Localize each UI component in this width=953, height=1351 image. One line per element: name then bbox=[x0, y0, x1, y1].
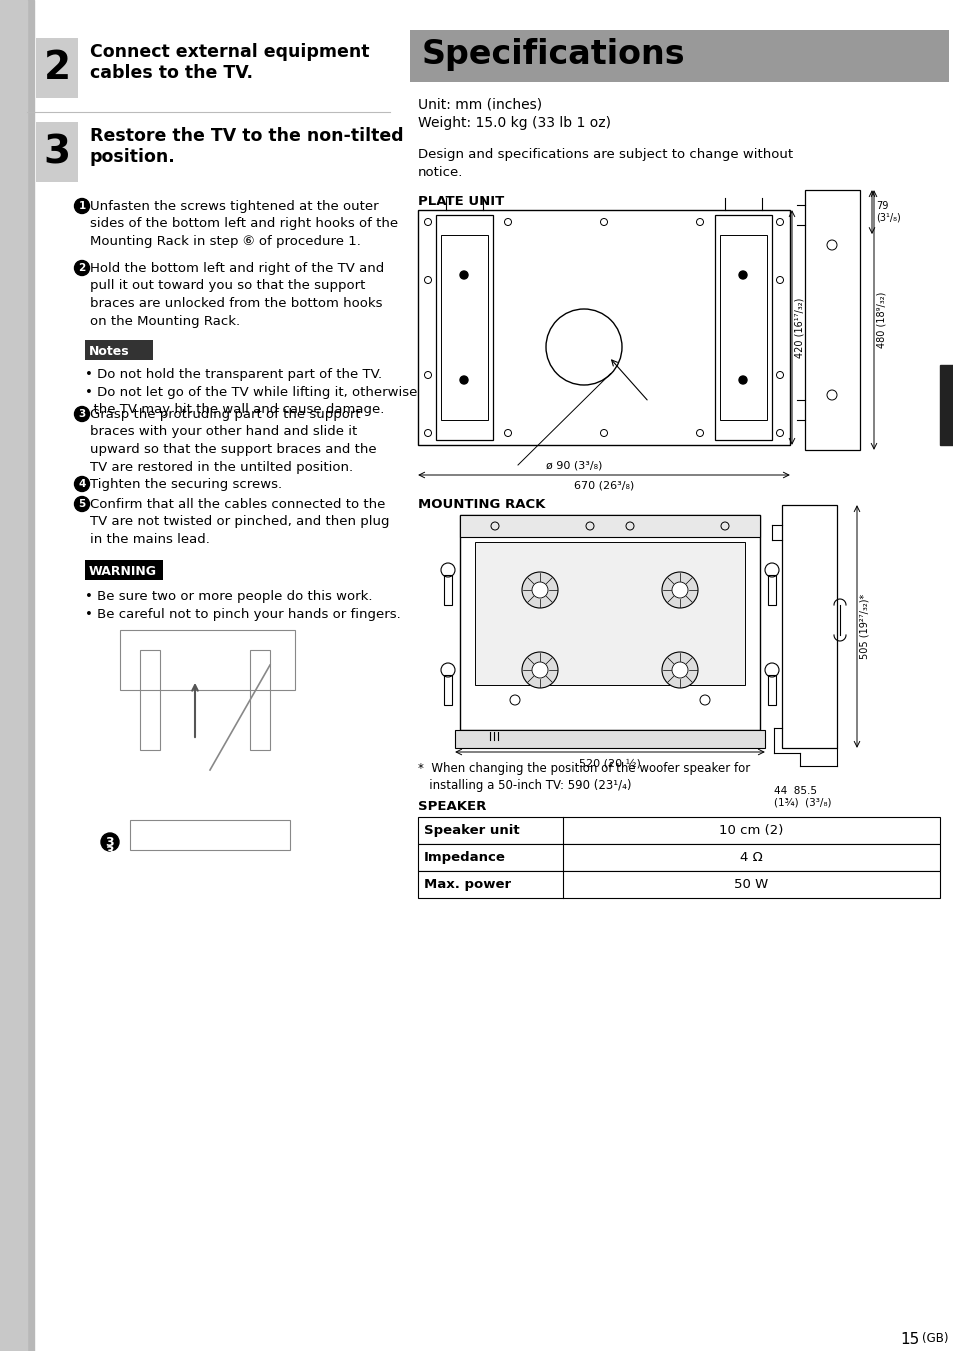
Circle shape bbox=[74, 477, 90, 492]
Bar bbox=[720, 235, 766, 420]
Text: MOUNTING RACK: MOUNTING RACK bbox=[417, 499, 545, 511]
Text: Tighten the securing screws.: Tighten the securing screws. bbox=[90, 478, 282, 490]
Text: Hold the bottom left and right of the TV and
pull it out toward you so that the : Hold the bottom left and right of the TV… bbox=[90, 262, 384, 327]
Text: 1: 1 bbox=[78, 201, 86, 211]
Text: Connect external equipment: Connect external equipment bbox=[90, 43, 369, 61]
Bar bbox=[455, 730, 764, 748]
Circle shape bbox=[739, 272, 746, 280]
Text: 3: 3 bbox=[106, 844, 114, 858]
Bar bbox=[130, 820, 290, 850]
Bar bbox=[459, 515, 760, 536]
Circle shape bbox=[532, 662, 547, 678]
Text: Specifications: Specifications bbox=[421, 38, 685, 72]
Circle shape bbox=[661, 571, 698, 608]
Circle shape bbox=[74, 199, 90, 213]
Text: PLATE UNIT: PLATE UNIT bbox=[417, 195, 504, 208]
Text: Design and specifications are subject to change without
notice.: Design and specifications are subject to… bbox=[417, 149, 792, 178]
Circle shape bbox=[532, 582, 547, 598]
Text: Weight: 15.0 kg (33 lb 1 oz): Weight: 15.0 kg (33 lb 1 oz) bbox=[417, 116, 610, 130]
Text: 420 (16¹⁷/₃₂): 420 (16¹⁷/₃₂) bbox=[794, 297, 804, 358]
Bar bbox=[250, 650, 270, 750]
Bar bbox=[27, 0, 34, 1351]
Bar bbox=[767, 676, 775, 705]
Circle shape bbox=[671, 662, 687, 678]
Bar bbox=[714, 215, 771, 440]
Bar bbox=[939, 365, 953, 444]
Bar bbox=[459, 515, 760, 730]
Bar bbox=[443, 676, 452, 705]
Bar bbox=[475, 542, 744, 685]
Circle shape bbox=[521, 571, 558, 608]
Text: 520 (20 ½): 520 (20 ½) bbox=[578, 758, 640, 767]
Bar bbox=[120, 630, 294, 690]
Bar bbox=[440, 235, 488, 420]
Circle shape bbox=[74, 407, 90, 422]
Bar bbox=[436, 215, 493, 440]
Bar bbox=[781, 505, 836, 748]
Circle shape bbox=[74, 497, 90, 512]
Text: Unit: mm (inches): Unit: mm (inches) bbox=[417, 99, 541, 112]
Text: 15: 15 bbox=[899, 1332, 919, 1347]
Text: 44  85.5
(1¾)  (3³/₈): 44 85.5 (1¾) (3³/₈) bbox=[773, 786, 831, 808]
Circle shape bbox=[74, 261, 90, 276]
Bar bbox=[767, 576, 775, 605]
Circle shape bbox=[671, 582, 687, 598]
Text: 3: 3 bbox=[44, 132, 71, 172]
Text: Grasp the protruding part of the support
braces with your other hand and slide i: Grasp the protruding part of the support… bbox=[90, 408, 376, 473]
Bar bbox=[410, 30, 948, 82]
Text: 3: 3 bbox=[106, 835, 114, 848]
Text: 2: 2 bbox=[44, 49, 71, 86]
Circle shape bbox=[459, 376, 468, 384]
Text: (GB): (GB) bbox=[921, 1332, 947, 1346]
Circle shape bbox=[521, 653, 558, 688]
Text: 50 W: 50 W bbox=[734, 878, 768, 892]
Text: SPEAKER: SPEAKER bbox=[417, 800, 486, 813]
Bar bbox=[0, 0, 27, 1351]
Circle shape bbox=[739, 376, 746, 384]
Text: • Be sure two or more people do this work.: • Be sure two or more people do this wor… bbox=[85, 590, 372, 603]
Circle shape bbox=[661, 653, 698, 688]
Bar bbox=[417, 209, 789, 444]
Circle shape bbox=[101, 834, 119, 851]
Text: • Do not let go of the TV while lifting it, otherwise
  the TV may hit the wall : • Do not let go of the TV while lifting … bbox=[85, 386, 417, 416]
Text: Impedance: Impedance bbox=[423, 851, 505, 865]
Text: *  When changing the position of the woofer speaker for
   installing a 50-inch : * When changing the position of the woof… bbox=[417, 762, 749, 792]
Bar bbox=[36, 122, 78, 182]
Text: cables to the TV.: cables to the TV. bbox=[90, 63, 253, 82]
Text: 5: 5 bbox=[78, 499, 86, 509]
Text: 79
(3¹/₈): 79 (3¹/₈) bbox=[875, 201, 900, 223]
Text: 480 (18⁹/₃₂): 480 (18⁹/₃₂) bbox=[876, 292, 886, 349]
Text: position.: position. bbox=[90, 149, 175, 166]
Bar bbox=[85, 561, 163, 580]
Text: • Be careful not to pinch your hands or fingers.: • Be careful not to pinch your hands or … bbox=[85, 608, 400, 621]
Text: 670 (26³/₈): 670 (26³/₈) bbox=[574, 481, 634, 490]
Text: 3: 3 bbox=[78, 409, 86, 419]
Bar bbox=[443, 576, 452, 605]
Text: 2: 2 bbox=[78, 263, 86, 273]
Text: 10 cm (2): 10 cm (2) bbox=[719, 824, 782, 838]
Text: Max. power: Max. power bbox=[423, 878, 511, 892]
Bar bbox=[85, 340, 152, 359]
Bar bbox=[417, 871, 939, 898]
Text: 4 Ω: 4 Ω bbox=[740, 851, 762, 865]
Text: WARNING: WARNING bbox=[89, 565, 157, 578]
Text: ø 90 (3³/₈): ø 90 (3³/₈) bbox=[545, 459, 601, 470]
Circle shape bbox=[459, 272, 468, 280]
Bar bbox=[417, 817, 939, 844]
Text: Notes: Notes bbox=[89, 345, 130, 358]
Text: • Do not hold the transparent part of the TV.: • Do not hold the transparent part of th… bbox=[85, 367, 382, 381]
Text: Restore the TV to the non-tilted: Restore the TV to the non-tilted bbox=[90, 127, 403, 145]
Text: 505 (19²⁷/₃₂)*: 505 (19²⁷/₃₂)* bbox=[859, 594, 869, 659]
Bar bbox=[804, 190, 859, 450]
Bar bbox=[417, 844, 939, 871]
Bar bbox=[36, 38, 78, 99]
Text: 4: 4 bbox=[78, 480, 86, 489]
Text: Unfasten the screws tightened at the outer
sides of the bottom left and right ho: Unfasten the screws tightened at the out… bbox=[90, 200, 397, 249]
Bar bbox=[140, 650, 160, 750]
Text: Speaker unit: Speaker unit bbox=[423, 824, 519, 838]
Text: Confirm that all the cables connected to the
TV are not twisted or pinched, and : Confirm that all the cables connected to… bbox=[90, 499, 389, 546]
